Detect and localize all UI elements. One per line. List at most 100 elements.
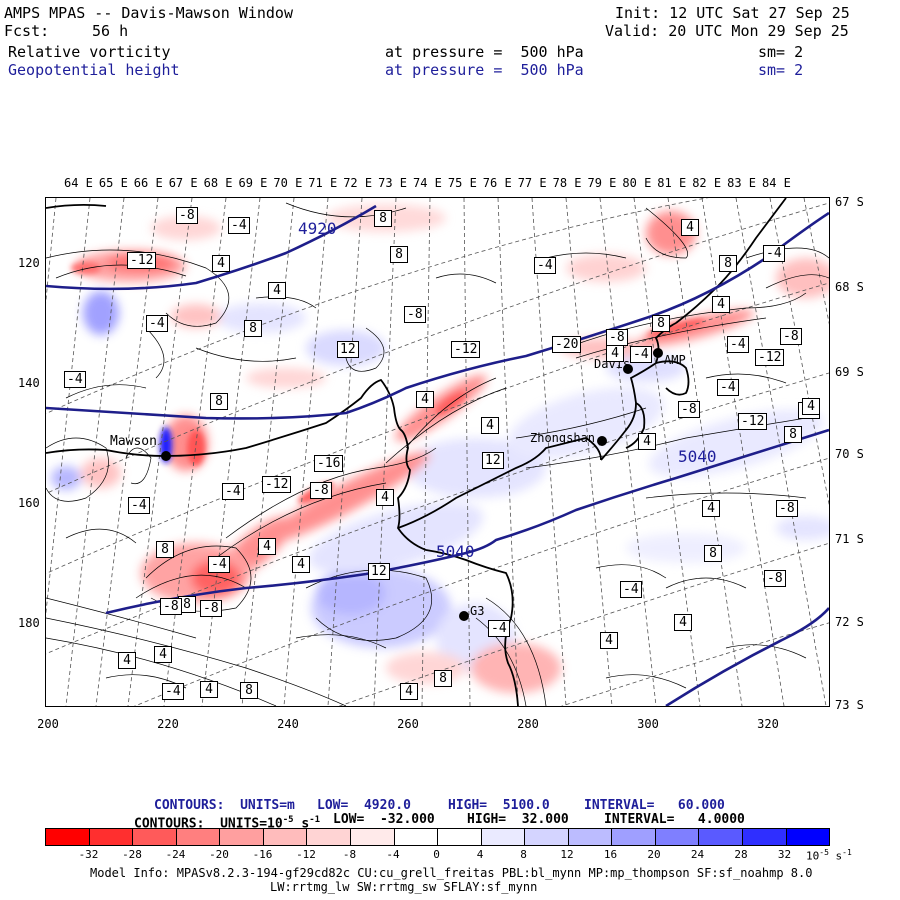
g3-label: G3 <box>470 604 485 618</box>
colorbar-swatch <box>176 829 221 845</box>
contours1-interval: INTERVAL= 60.000 <box>584 798 725 813</box>
vorticity-contour-label: -4 <box>727 336 749 353</box>
vorticity-contour-label: 4 <box>258 538 276 555</box>
longitude-label: 70 E <box>273 176 303 190</box>
vorticity-contour-label: 12 <box>337 341 359 358</box>
map-canvas <box>46 198 829 706</box>
vorticity-contour-label: 4 <box>606 345 624 362</box>
longitude-label: 75 E <box>447 176 477 190</box>
vorticity-contour-label: 8 <box>784 426 802 443</box>
colorbar-tick-label: 28 <box>734 848 748 861</box>
y-tick-label: 180 <box>18 616 40 630</box>
vorticity-contour-label: 8 <box>244 320 262 337</box>
vorticity-contour-label: 4 <box>400 683 418 700</box>
height-contour-5100 <box>665 607 829 706</box>
colorbar-swatch <box>525 829 569 845</box>
longitude-label: 84 E <box>762 176 791 190</box>
longitude-label: 83 E <box>727 176 756 190</box>
colorbar-swatch <box>133 829 177 845</box>
latitude-label: 71 S <box>835 532 864 546</box>
colorbar-swatch <box>220 829 264 845</box>
vorticity-contour-label: 8 <box>240 682 258 699</box>
field1-name: Relative vorticity <box>8 43 171 61</box>
colorbar-swatch <box>307 829 351 845</box>
longitude-label: 76 E <box>482 176 512 190</box>
height-contour-5040 <box>105 428 829 615</box>
longitude-label: 72 E <box>343 176 373 190</box>
vorticity-contour-label: 4 <box>481 417 499 434</box>
forecast-label: Fcst: <box>4 22 50 40</box>
vorticity-contour-label: -8 <box>780 328 802 345</box>
map-title: AMPS MPAS -- Davis-Mawson Window <box>4 4 293 22</box>
vorticity-contour-label: 4 <box>200 681 218 698</box>
colorbar-tick-label: -8 <box>342 848 357 861</box>
vorticity-contour-label: 4 <box>674 614 692 631</box>
vorticity-contour-label: 8 <box>704 545 722 562</box>
longitude-label: 79 E <box>587 176 617 190</box>
vorticity-contour-label: -4 <box>630 346 652 363</box>
zhongshan-label: Zhongshan <box>530 431 596 445</box>
vorticity-contour-label: 8 <box>210 393 228 410</box>
vorticity-contour-label: -12 <box>451 341 481 358</box>
vorticity-contour-label: -16 <box>314 455 344 472</box>
vorticity-contour-label: 4 <box>600 632 618 649</box>
latitude-label: 70 S <box>835 447 864 461</box>
latitude-label: 68 S <box>835 280 864 294</box>
colorbar-tick-label: 20 <box>647 848 661 861</box>
colorbar-tick-label: -16 <box>252 848 273 861</box>
x-tick-label: 220 <box>157 717 179 731</box>
vorticity-contour-label: -4 <box>488 620 510 637</box>
valid-time: Valid: 20 UTC Mon 29 Sep 25 <box>605 22 849 40</box>
vorticity-contour-label: -8 <box>678 401 700 418</box>
longitude-label: 73 E <box>378 176 407 190</box>
vorticity-contour-label: -20 <box>552 336 582 353</box>
colorbar-tick-label: -4 <box>386 848 400 861</box>
vorticity-contour-label: -12 <box>262 476 292 493</box>
colorbar-swatch <box>568 829 613 845</box>
colorbar-tick-label: 8 <box>520 848 527 861</box>
colorbar <box>45 828 830 846</box>
mawson-label: Mawson <box>110 434 157 449</box>
contours2-units: CONTOURS: UNITS=10-5 s-1 <box>134 815 321 832</box>
field2-name: Geopotential height <box>8 61 180 79</box>
y-tick-label: 160 <box>18 496 40 510</box>
longitude-label: 80 E <box>622 176 652 190</box>
longitude-label: 81 E <box>657 176 687 190</box>
field1-level: at pressure = 500 hPa <box>385 43 584 61</box>
longitude-label: 74 E <box>413 176 442 190</box>
vorticity-contour-label: 8 <box>374 210 392 227</box>
vorticity-contour-label: 4 <box>154 646 172 663</box>
map-panel <box>45 197 830 707</box>
davis-marker <box>623 364 633 374</box>
colorbar-tick-label: 32 <box>777 848 792 861</box>
vorticity-contour-label: 8 <box>390 246 408 263</box>
vorticity-contours <box>46 202 829 706</box>
y-tick-label: 140 <box>18 376 40 390</box>
init-time: Init: 12 UTC Sat 27 Sep 25 <box>615 4 850 22</box>
height-contour-4920 <box>46 204 377 291</box>
latitude-label: 73 S <box>835 698 864 712</box>
vorticity-contour-label: 4 <box>802 398 820 415</box>
height-contour-4980 <box>46 211 829 420</box>
contours1-low: LOW= 4920.0 <box>317 798 411 813</box>
longitude-label: 78 E <box>552 176 582 190</box>
vorticity-contour-label: -4 <box>222 483 244 500</box>
vorticity-contour-label: 4 <box>268 282 286 299</box>
longitude-label: 65 E <box>98 176 128 190</box>
vorticity-contour-label: 4 <box>292 556 310 573</box>
y-tick-label: 120 <box>18 256 40 270</box>
vorticity-contour-label: 4 <box>212 255 230 272</box>
x-tick-label: 280 <box>517 717 539 731</box>
colorbar-swatch <box>394 829 439 845</box>
x-tick-label: 320 <box>757 717 779 731</box>
colorbar-tick-label: 24 <box>690 848 705 861</box>
contours2-interval: INTERVAL= 4.0000 <box>604 812 745 827</box>
longitude-label: 64 E <box>64 176 93 190</box>
vorticity-contour-label: -4 <box>620 581 642 598</box>
colorbar-swatch <box>699 829 743 845</box>
vorticity-contour-label: 4 <box>376 489 394 506</box>
colorbar-swatch <box>438 829 482 845</box>
model-info: Model Info: MPASv8.2.3-194-gf29cd82c CU:… <box>90 866 813 880</box>
vorticity-contour-label: -8 <box>776 500 798 517</box>
colorbar-swatch <box>612 829 656 845</box>
